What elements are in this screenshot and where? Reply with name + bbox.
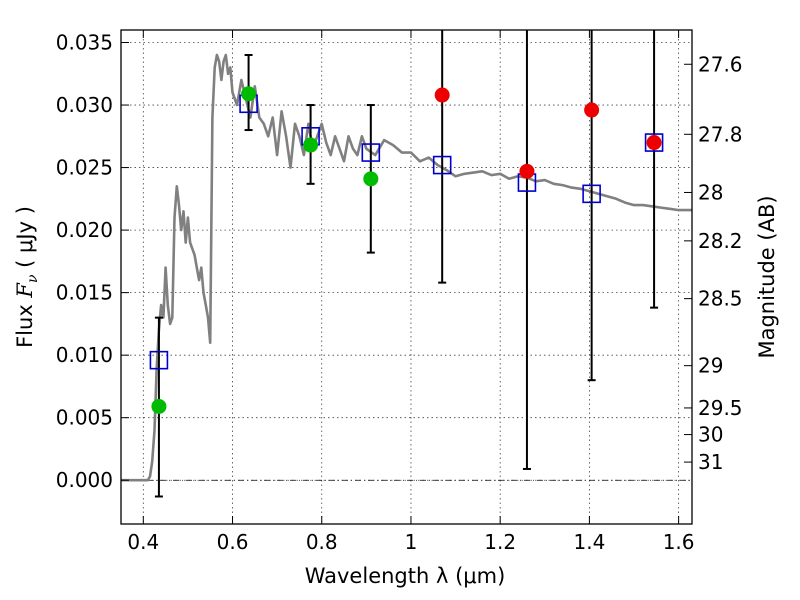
y-tick-label: 0.025 — [56, 156, 113, 180]
x-tick-label: 0.6 — [217, 530, 249, 554]
green-point — [241, 86, 257, 102]
x-tick-label: 1.2 — [484, 530, 516, 554]
right-axis-label: Magnitude (AB) — [755, 195, 779, 358]
y-tick-label: 0.005 — [56, 406, 113, 430]
y-axis-label-subscript: ν — [25, 274, 41, 283]
y-axis-label-suffix: ( μJy ) — [13, 206, 37, 274]
green-point-layer — [151, 86, 379, 414]
photometry-square-layer — [149, 94, 664, 370]
right-tick-labels: 27.6 27.8 28 28.2 28.5 29 29.5 30 31 — [698, 52, 743, 474]
right-tick-label: 31 — [698, 450, 723, 474]
right-tick-label: 29.5 — [698, 396, 743, 420]
green-point — [363, 171, 379, 187]
y-tick-label: 0.035 — [56, 31, 113, 55]
y-tick-label: 0.015 — [56, 281, 113, 305]
right-tick-label: 30 — [698, 423, 723, 447]
right-tick-label: 28.5 — [698, 287, 743, 311]
x-tick-labels: 0.4 0.6 0.8 1 1.2 1.4 1.6 — [127, 530, 694, 554]
y-axis-label: Flux Fν ( μJy ) — [13, 206, 41, 348]
photometry-square — [644, 133, 664, 152]
y-tick-labels: 0.000 0.005 0.010 0.015 0.020 0.025 0.030 0.035 — [56, 31, 113, 493]
red-point — [434, 87, 450, 103]
photometry-square — [361, 143, 381, 162]
right-tick-label: 27.6 — [698, 52, 743, 76]
green-point — [151, 398, 167, 414]
photometry-square — [432, 155, 452, 175]
x-tick-label: 1.4 — [573, 530, 605, 554]
y-tick-label: 0.000 — [56, 468, 113, 492]
plot-frame — [120, 29, 693, 525]
y-tick-label: 0.020 — [56, 218, 113, 242]
y-tick-label: 0.010 — [56, 343, 113, 367]
error-bar-layer — [154, 30, 659, 498]
red-point — [584, 102, 600, 118]
y-axis-label-symbol: F — [13, 282, 37, 299]
photometry-square — [582, 184, 601, 204]
right-tick-label: 28.2 — [698, 229, 743, 253]
x-tick-label: 1 — [405, 530, 418, 554]
axis-ticks — [121, 30, 692, 524]
green-point — [303, 137, 319, 153]
y-axis-label-prefix: Flux — [13, 298, 37, 348]
grid-lines — [121, 30, 692, 524]
right-tick-label: 29 — [698, 354, 723, 378]
x-tick-label: 0.4 — [127, 530, 159, 554]
right-tick-label: 28 — [698, 180, 723, 204]
red-point — [646, 135, 662, 151]
red-point-layer — [434, 87, 662, 179]
x-tick-label: 0.8 — [306, 530, 338, 554]
x-tick-label: 1.6 — [663, 530, 695, 554]
right-tick-label: 27.8 — [698, 122, 743, 146]
model-spectrum-line — [121, 53, 692, 482]
y-tick-label: 0.030 — [56, 93, 113, 117]
photometry-square — [149, 350, 169, 370]
model-spectrum-layer — [121, 53, 692, 482]
red-point — [519, 163, 535, 179]
x-axis-label: Wavelength λ (μm) — [305, 564, 506, 588]
